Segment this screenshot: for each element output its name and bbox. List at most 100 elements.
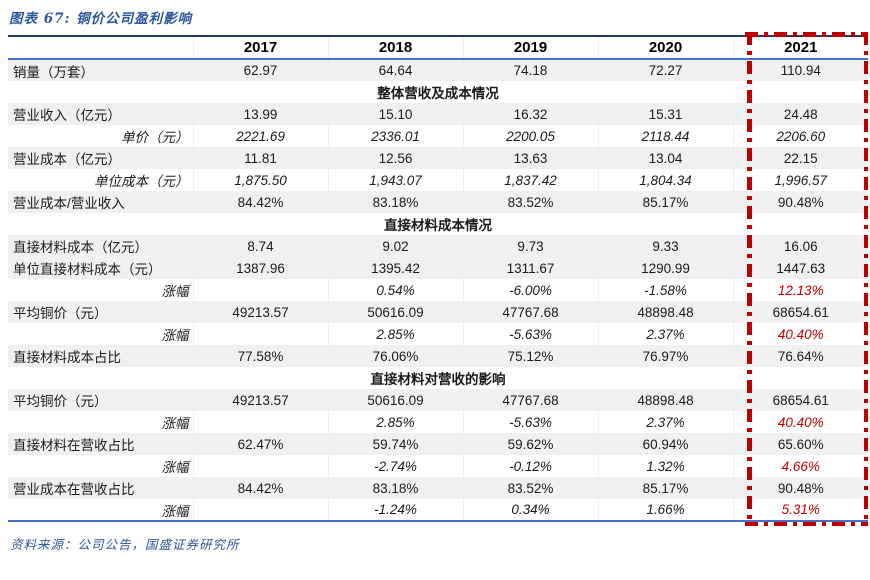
row-label: 直接材料成本占比 [8,345,193,367]
cell-value [192,411,328,433]
row-label: 单价（元） [121,130,189,146]
table-row: 单价（元） 2221.69 2336.01 2200.05 2118.44 2206.60 [8,125,868,147]
header-row: 2017 2018 2019 2020 2021 [8,36,868,59]
source-note: 资料来源：公司公告，国盛证券研究所 [10,537,240,552]
cell-value: 76.06% [327,345,463,367]
cell-value: 0.34% [462,499,598,521]
cell-value: 47767.68 [462,389,598,411]
cell-value: 76.64% [732,345,868,367]
cell-value: 1,837.42 [462,169,598,191]
row-label: 平均铜价（元） [8,301,193,323]
table-row: 整体营收及成本情况 [8,81,868,103]
table-row: 单位直接材料成本（元） 1387.96 1395.42 1311.67 1290.99 1… [8,257,868,279]
cell-value [192,455,328,477]
cell-value: 83.52% [462,191,598,213]
cell-value: 2.85% [327,411,463,433]
cell-value: 110.94 [732,59,868,81]
cell-value: 49213.57 [192,389,328,411]
cell-value: 74.18 [462,59,598,81]
row-label: 涨幅 [161,416,189,432]
cell-value: -6.00% [462,279,598,301]
year-header: 2018 [327,36,463,59]
row-label: 销量（万套） [8,59,193,81]
cell-value: 1,804.34 [597,169,733,191]
table-row: 涨幅 2.85% -5.63% 2.37% 40.40% [8,411,868,433]
cell-value: 1311.67 [462,257,598,279]
cell-value: -5.63% [462,323,598,345]
row-label: 营业成本（亿元） [8,147,193,169]
section-header: 直接材料成本情况 [384,218,492,233]
figure-title: 图表 67: 铜价公司盈利影响 [9,11,193,27]
table-row: 销量（万套） 62.97 64.64 74.18 72.27 110.94 [8,59,868,81]
cell-value: 0.54% [327,279,463,301]
table-row: 涨幅 2.85% -5.63% 2.37% 40.40% [8,323,868,345]
cell-value: 1395.42 [327,257,463,279]
cell-value: 5.31% [732,499,868,521]
cell-value: 12.56 [327,147,463,169]
cell-value: 48898.48 [597,389,733,411]
cell-value: 12.13% [732,279,868,301]
cell-value: 65.60% [732,433,868,455]
cell-value: 47767.68 [462,301,598,323]
table-row: 直接材料成本情况 [8,213,868,235]
cell-value: 11.81 [192,147,328,169]
cell-value: 16.32 [462,103,598,125]
row-label: 营业收入（亿元） [8,103,193,125]
year-header: 2019 [462,36,598,59]
cell-value: 72.27 [597,59,733,81]
table-header: 2017 2018 2019 2020 2021 [8,36,868,59]
cell-value: -1.58% [597,279,733,301]
cell-value: 2118.44 [597,125,733,147]
cell-value [192,279,328,301]
year-header: 2017 [192,36,328,59]
table-row: 单位成本（元） 1,875.50 1,943.07 1,837.42 1,804.34 1… [8,169,868,191]
cell-value: 83.18% [327,477,463,499]
row-label: 单位成本（元） [94,174,189,190]
row-label: 平均铜价（元） [8,389,193,411]
cell-value: 85.17% [597,477,733,499]
cell-value: 40.40% [732,411,868,433]
cell-value: 75.12% [462,345,598,367]
cell-value: 77.58% [192,345,328,367]
cell-value: 1.66% [597,499,733,521]
cell-value: 50616.09 [327,301,463,323]
row-label: 涨幅 [161,503,189,520]
cell-value: 59.62% [462,433,598,455]
cell-value: 48898.48 [597,301,733,323]
cell-value: 24.48 [732,103,868,125]
cell-value: 13.04 [597,147,733,169]
cell-value: 1387.96 [192,257,328,279]
row-label: 营业成本在营收占比 [8,477,193,499]
table-row: 涨幅 -2.74% -0.12% 1.32% 4.66% [8,455,868,477]
cell-value: 15.31 [597,103,733,125]
table-row: 平均铜价（元） 49213.57 50616.09 47767.68 48898.48 6… [8,301,868,323]
row-label: 营业成本/营业收入 [8,191,193,213]
cell-value: 76.97% [597,345,733,367]
table-row: 直接材料对营收的影响 [8,367,868,389]
cell-value: 68654.61 [732,389,868,411]
cell-value: 2336.01 [327,125,463,147]
section-header: 整体营收及成本情况 [377,86,499,101]
row-label: 直接材料成本（亿元） [8,235,193,257]
cell-value: 1,875.50 [192,169,328,191]
corner-cell [8,36,193,59]
cell-value: 90.48% [732,477,868,499]
cell-value: 60.94% [597,433,733,455]
cell-value: 9.02 [327,235,463,257]
table-row: 直接材料成本占比 77.58% 76.06% 75.12% 76.97% 76.64% [8,345,868,367]
highlight-border-bottom [745,521,868,526]
cell-value: 2.37% [597,411,733,433]
table-row: 营业收入（亿元） 13.99 15.10 16.32 15.31 24.48 [8,103,868,125]
cell-value: 13.63 [462,147,598,169]
row-label: 直接材料在营收占比 [8,433,193,455]
table-row: 涨幅 0.54% -6.00% -1.58% 12.13% [8,279,868,301]
cell-value: 83.18% [327,191,463,213]
cell-value: 2.85% [327,323,463,345]
cell-value: -1.24% [327,499,463,521]
cell-value: 1,943.07 [327,169,463,191]
cell-value: 2221.69 [192,125,328,147]
year-header: 2020 [597,36,733,59]
cell-value: 22.15 [732,147,868,169]
cell-value: 8.74 [192,235,328,257]
table-row: 直接材料在营收占比 62.47% 59.74% 59.62% 60.94% 65.60% [8,433,868,455]
